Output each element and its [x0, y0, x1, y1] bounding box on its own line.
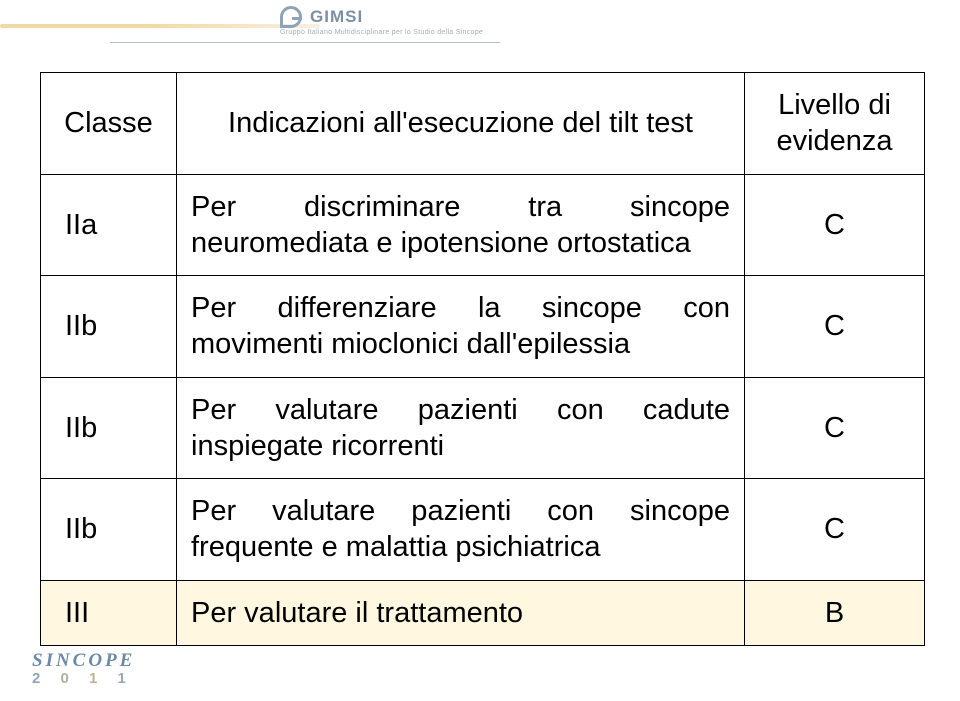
- cell-classe: IIa: [41, 174, 177, 276]
- table-row: IIb Per valutare pazienti con sincope fr…: [41, 479, 925, 581]
- table-header-row: Classe Indicazioni all'esecuzione del ti…: [41, 73, 925, 175]
- cell-indicazioni: Per valutare il trattamento: [177, 580, 745, 645]
- table-row: III Per valutare il trattamento B: [41, 580, 925, 645]
- footer-line2: 2 0 1 1: [32, 670, 135, 687]
- header-region: GIMSI Gruppo Italiano Multidisciplinare …: [0, 0, 960, 56]
- cell-livello: C: [745, 276, 925, 378]
- cell-livello: C: [745, 174, 925, 276]
- logo-text: GIMSI: [310, 7, 363, 27]
- table-row: IIa Per discriminare tra sincope neurome…: [41, 174, 925, 276]
- cell-classe: IIb: [41, 479, 177, 581]
- table-row: IIb Per differenziare la sincope con mov…: [41, 276, 925, 378]
- footer-logo: SINCOPE 2 0 1 1: [32, 650, 135, 687]
- col-header-classe: Classe: [41, 73, 177, 175]
- cell-indicazioni: Per discriminare tra sincope neuromediat…: [177, 174, 745, 276]
- cell-classe: IIb: [41, 276, 177, 378]
- cell-classe: IIb: [41, 377, 177, 479]
- logo-mark: GIMSI: [280, 6, 363, 28]
- header-logo: GIMSI Gruppo Italiano Multidisciplinare …: [280, 6, 483, 36]
- cell-livello: C: [745, 377, 925, 479]
- indications-table: Classe Indicazioni all'esecuzione del ti…: [40, 72, 925, 646]
- table-row: IIb Per valutare pazienti con cadute ins…: [41, 377, 925, 479]
- col-header-livello: Livello di evidenza: [745, 73, 925, 175]
- page-root: GIMSI Gruppo Italiano Multidisciplinare …: [0, 0, 960, 701]
- logo-g-icon: [280, 6, 302, 28]
- col-header-indicazioni: Indicazioni all'esecuzione del tilt test: [177, 73, 745, 175]
- cell-livello: B: [745, 580, 925, 645]
- cell-livello: C: [745, 479, 925, 581]
- header-underline: [110, 42, 500, 43]
- cell-classe: III: [41, 580, 177, 645]
- cell-indicazioni: Per valutare pazienti con sincope freque…: [177, 479, 745, 581]
- cell-indicazioni: Per valutare pazienti con cadute inspieg…: [177, 377, 745, 479]
- cell-indicazioni: Per differenziare la sincope con movimen…: [177, 276, 745, 378]
- footer-line1: SINCOPE: [32, 650, 135, 672]
- header-divider: [0, 24, 320, 28]
- logo-subtitle: Gruppo Italiano Multidisciplinare per lo…: [280, 29, 483, 36]
